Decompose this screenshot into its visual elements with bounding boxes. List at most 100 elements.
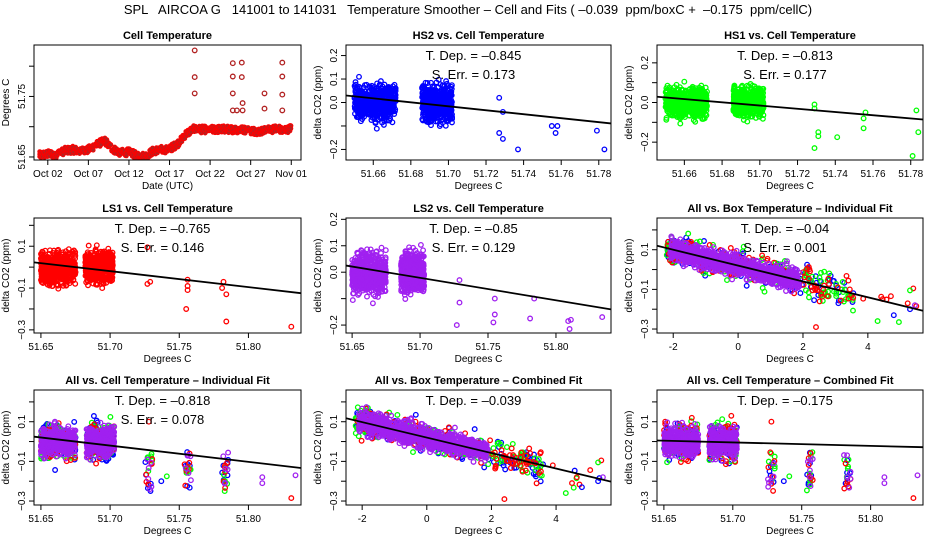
fit-annotation: T. Dep. = –0.765 [115,221,211,236]
panel-title: LS2 vs. Cell Temperature [413,203,544,215]
outlier-point [548,123,555,129]
data-point [99,260,106,267]
x-tick-label: Oct 27 [236,169,266,180]
data-point [108,254,115,260]
data-point [748,108,754,115]
data-point [447,89,454,96]
data-point [392,92,399,98]
data-point [47,247,53,254]
data-point [447,107,454,114]
data-point [354,249,361,256]
data-point [356,73,362,80]
data-point [381,87,388,94]
fit-annotation: S. Err. = 0.146 [121,240,204,255]
outlier-point [496,94,503,101]
data-point [691,112,698,118]
panel-title: Cell Temperature [123,30,212,42]
data-point [444,113,450,120]
data-point [664,82,671,89]
data-point [61,266,68,273]
data-point [399,282,406,289]
data-point [363,81,370,88]
x-tick-label: 51.75 [475,342,500,353]
data-point [353,99,360,106]
outlier-point [229,90,236,97]
outlier-point [279,59,286,66]
outlier-point [860,115,867,122]
data-point [349,273,356,280]
data-point [354,280,361,287]
data-point [105,277,112,283]
data-point [420,271,426,278]
data-point [398,277,405,284]
outlier-point [238,59,245,66]
x-tick-label: 51.78 [586,169,611,180]
data-point [86,253,93,260]
x-tick-label: 51.70 [408,342,433,353]
data-point [667,111,673,118]
x-tick-label: 51.80 [236,342,261,353]
data-point [663,116,670,123]
x-tick-label: Oct 17 [155,169,185,180]
data-point [419,278,426,285]
panel-title: HS1 vs. Cell Temperature [724,30,856,42]
data-point [349,297,356,304]
data-point [412,247,419,254]
outlier-point [183,306,190,312]
data-point [54,267,61,274]
data-point [744,118,751,125]
data-points [351,73,608,153]
y-axis-label: Degrees C [1,79,12,127]
data-point [446,85,453,92]
fit-annotation: S. Err. = 0.177 [743,67,826,82]
outlier-point [279,73,286,80]
data-point [108,142,114,148]
y-tick-label: 0.2 [329,48,340,62]
x-axis-label: Degrees C [144,354,192,365]
data-point [71,260,78,267]
data-point [85,282,91,289]
y-tick-label: 0.1 [329,72,340,86]
data-point [759,115,766,122]
outlier-point [593,127,600,134]
fit-annotation: S. Err. = 0.173 [432,67,515,82]
data-point [349,257,356,263]
y-tick-label: −0.2 [329,315,340,335]
x-tick-label: 51.66 [361,169,386,180]
outlier-point [229,73,236,80]
data-point [689,104,696,111]
data-point [354,85,361,91]
outlier-point [279,91,286,98]
x-tick-label: 51.70 [747,169,772,180]
x-axis-label: Date (UTC) [142,181,193,192]
data-point [379,278,386,285]
y-tick-label: 51.65 [17,144,28,169]
data-point [675,91,682,98]
data-point [674,105,681,112]
x-tick-label: 51.65 [340,342,365,353]
outlier-point [144,244,151,251]
data-point [441,92,448,99]
outlier-point [490,319,497,326]
data-point [43,264,50,270]
outlier-point [491,295,498,302]
outlier-point [229,60,236,67]
fit-line [657,95,923,121]
data-point [369,255,376,262]
data-point [106,274,113,281]
data-point [439,109,446,116]
outlier-point [261,105,268,112]
y-tick-label: −0.2 [329,139,340,159]
data-point [373,285,380,292]
data-point [420,284,427,291]
x-tick-label: Nov 01 [275,169,307,180]
x-tick-label: 51.66 [672,169,697,180]
data-point [756,94,763,101]
data-point [736,112,743,119]
plot-frame [345,217,612,334]
outlier-point [184,287,191,294]
data-point [407,285,414,291]
outlier-point [147,278,154,285]
